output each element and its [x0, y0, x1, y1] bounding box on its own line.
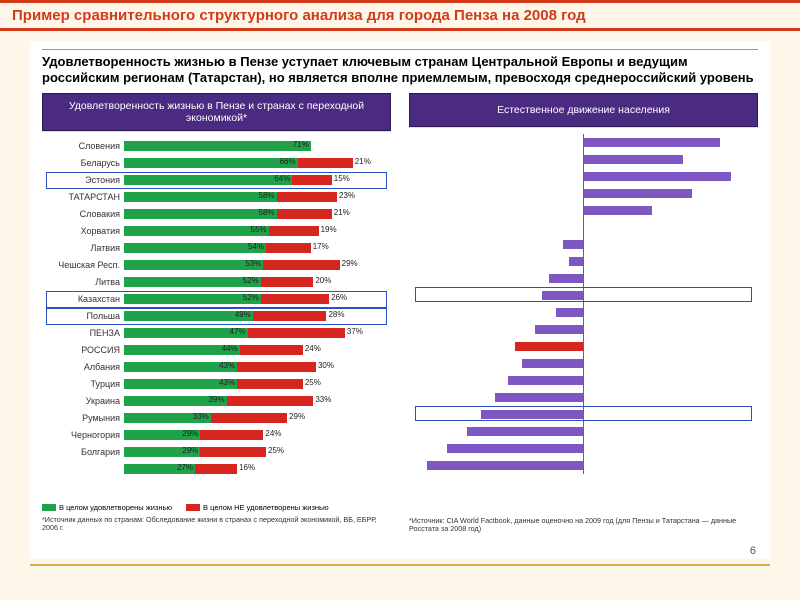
row-label: Албания: [46, 362, 124, 372]
bar-row: Словения71%: [46, 138, 387, 155]
diverging-row: [413, 304, 754, 321]
row-label: Турция: [46, 379, 124, 389]
row-bars: 53%29%: [124, 259, 387, 271]
row-label: Хорватия: [46, 226, 124, 236]
row-label: Эстония: [46, 175, 124, 185]
left-source-note: *Источник данных по странам: Обследовани…: [42, 516, 391, 533]
right-source-note: *Источник: CIA World Factbook, данные оц…: [409, 517, 758, 534]
diverging-row: [413, 440, 754, 457]
left-panel: Удовлетворенность жизнью в Пензе и стран…: [42, 93, 391, 534]
population-movement-chart: [409, 127, 758, 497]
diverging-row: [413, 168, 754, 185]
row-bars: 64%15%: [124, 174, 387, 186]
bar-row: Беларусь66%21%: [46, 155, 387, 172]
diverging-row: [413, 151, 754, 168]
diverging-row: [413, 253, 754, 270]
row-bars: 55%19%: [124, 225, 387, 237]
diverging-row: [413, 185, 754, 202]
row-label: Украина: [46, 396, 124, 406]
row-bars: 52%26%: [124, 293, 387, 305]
row-bars: 71%: [124, 140, 387, 152]
diverging-row: [413, 219, 754, 236]
row-label: Черногория: [46, 430, 124, 440]
legend-sat-label: В целом удовлетворены жизнью: [59, 503, 172, 512]
diverging-row: [413, 321, 754, 338]
page-number: 6: [750, 545, 756, 557]
bar-row: Черногория29%24%: [46, 427, 387, 444]
diverging-row: [413, 389, 754, 406]
bar-row: Чешская Респ.53%29%: [46, 257, 387, 274]
diverging-row: [413, 423, 754, 440]
bar-row: Хорватия55%19%: [46, 223, 387, 240]
row-bars: 43%25%: [124, 378, 387, 390]
row-label: Чешская Респ.: [46, 260, 124, 270]
bar-row: Эстония64%15%: [46, 172, 387, 189]
diverging-row: [413, 457, 754, 474]
row-bars: 33%29%: [124, 412, 387, 424]
slide-subtitle: Удовлетворенность жизнью в Пензе уступае…: [42, 49, 758, 87]
bar-row: Болгария29%25%: [46, 444, 387, 461]
diverging-row: [413, 338, 754, 355]
bar-row: Украина39%33%: [46, 393, 387, 410]
bar-row: Албания43%30%: [46, 359, 387, 376]
bar-row: Румыния33%29%: [46, 410, 387, 427]
row-bars: 58%23%: [124, 191, 387, 203]
diverging-row: [413, 134, 754, 151]
legend-swatch-green: [42, 504, 56, 511]
left-panel-header: Удовлетворенность жизнью в Пензе и стран…: [42, 93, 391, 131]
row-label: Румыния: [46, 413, 124, 423]
bar-row: Словакия58%21%: [46, 206, 387, 223]
row-bars: 49%28%: [124, 310, 387, 322]
row-bars: 44%24%: [124, 344, 387, 356]
diverging-row: [413, 372, 754, 389]
highlight-box: [415, 287, 752, 302]
row-bars: 47%37%: [124, 327, 387, 339]
legend-unsat-label: В целом НЕ удовлетворены жизнью: [203, 503, 329, 512]
bar-row: 27%16%: [46, 461, 387, 478]
bar-row: РОССИЯ44%24%: [46, 342, 387, 359]
legend-swatch-red: [186, 504, 200, 511]
row-bars: 58%21%: [124, 208, 387, 220]
slide-title: Пример сравнительного структурного анали…: [0, 0, 800, 31]
bar-row: Турция43%25%: [46, 376, 387, 393]
row-label: Польша: [46, 311, 124, 321]
left-legend: В целом удовлетворены жизнью В целом НЕ …: [42, 503, 391, 512]
row-label: Латвия: [46, 243, 124, 253]
row-label: Болгария: [46, 447, 124, 457]
slide-canvas: Удовлетворенность жизнью в Пензе уступае…: [30, 41, 770, 559]
bar-row: ТАТАРСТАН58%23%: [46, 189, 387, 206]
row-bars: 66%21%: [124, 157, 387, 169]
right-panel: Естественное движение населения *Источни…: [409, 93, 758, 534]
bar-row: Польша49%28%: [46, 308, 387, 325]
row-label: ТАТАРСТАН: [46, 192, 124, 202]
life-satisfaction-chart: Словения71%Беларусь66%21%Эстония64%15%ТА…: [42, 131, 391, 501]
row-bars: 39%33%: [124, 395, 387, 407]
row-bars: 27%16%: [124, 463, 387, 475]
row-bars: 52%20%: [124, 276, 387, 288]
diverging-row: [413, 270, 754, 287]
row-bars: 29%24%: [124, 429, 387, 441]
bottom-divider: [30, 564, 770, 566]
bar-row: Казахстан52%26%: [46, 291, 387, 308]
row-bars: 29%25%: [124, 446, 387, 458]
row-bars: 54%17%: [124, 242, 387, 254]
row-label: РОССИЯ: [46, 345, 124, 355]
bar-row: Латвия54%17%: [46, 240, 387, 257]
diverging-row: [413, 236, 754, 253]
row-label: Словакия: [46, 209, 124, 219]
bar-row: Литва52%20%: [46, 274, 387, 291]
row-label: Казахстан: [46, 294, 124, 304]
diverging-row: [413, 202, 754, 219]
row-label: Беларусь: [46, 158, 124, 168]
highlight-box: [415, 406, 752, 421]
row-label: Литва: [46, 277, 124, 287]
row-label: ПЕНЗА: [46, 328, 124, 338]
right-panel-header: Естественное движение населения: [409, 93, 758, 127]
diverging-row: [413, 355, 754, 372]
row-bars: 43%30%: [124, 361, 387, 373]
bar-row: ПЕНЗА47%37%: [46, 325, 387, 342]
row-label: Словения: [46, 141, 124, 151]
